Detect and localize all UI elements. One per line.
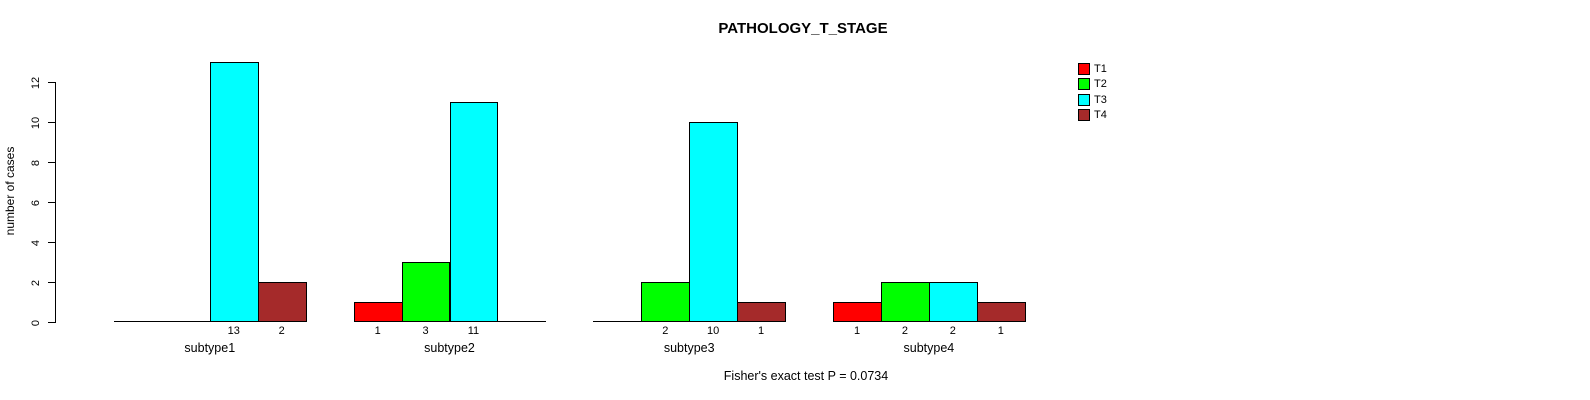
bar-value-label: 13: [227, 325, 240, 337]
y-axis-tick: [48, 122, 55, 123]
bar-subtype3-T3: [689, 122, 739, 322]
y-axis-tick-label: 12: [30, 76, 42, 89]
bar-value-label: 2: [278, 325, 285, 337]
y-axis-tick-label: 8: [30, 159, 42, 166]
y-axis-tick-label: 6: [30, 199, 42, 206]
bar-value-label: 10: [707, 325, 720, 337]
x-category-label-subtype1: subtype1: [184, 341, 236, 355]
bar-subtype4-T1: [833, 302, 882, 322]
x-category-label-subtype3: subtype3: [663, 341, 715, 355]
legend-swatch-T4: [1078, 108, 1090, 121]
legend-item-T2: T2: [1078, 78, 1138, 91]
y-axis-line: [55, 82, 56, 323]
bar-value-label: 2: [901, 325, 908, 337]
bar-subtype2-T2: [401, 262, 451, 322]
bar-subtype1-T3: [209, 62, 259, 322]
x-category-label-subtype2: subtype2: [424, 341, 475, 355]
bar-value-label: 2: [662, 325, 669, 337]
legend-item-label: T2: [1094, 78, 1107, 91]
bar-subtype3-T2: [641, 282, 691, 322]
legend-swatch-T3: [1078, 93, 1090, 106]
legend-swatch-T2: [1078, 78, 1090, 91]
y-axis-tick: [48, 202, 55, 203]
bar-value-label: 2: [949, 325, 956, 337]
bar-subtype2-T1: [353, 302, 403, 322]
bar-value-label: 1: [757, 325, 765, 337]
legend-item-T4: T4: [1078, 108, 1138, 122]
bar-subtype3-T4: [737, 302, 786, 322]
bar-value-label: 1: [374, 325, 381, 337]
bar-value-label: 3: [422, 325, 429, 337]
legend-item-T1: T1: [1078, 63, 1138, 76]
y-axis-tick-label: 4: [30, 239, 42, 246]
fisher-test-annotation: Fisher's exact test P = 0.0734: [723, 369, 889, 383]
y-axis-tick: [48, 322, 55, 323]
bar-value-label: 1: [853, 325, 861, 337]
chart-title: PATHOLOGY_T_STAGE: [718, 20, 888, 37]
bar-subtype2-T3: [449, 102, 499, 322]
bar-subtype1-T4: [257, 282, 307, 322]
bar-subtype4-T4: [976, 302, 1026, 322]
y-axis-tick-label: 2: [30, 279, 42, 286]
y-axis-tick-label: 10: [30, 116, 42, 129]
x-category-label-subtype4: subtype4: [903, 341, 955, 355]
legend-item-label: T3: [1094, 93, 1107, 106]
legend-swatch-T1: [1078, 63, 1090, 75]
bar-value-label: 11: [467, 325, 480, 337]
bar-subtype4-T3: [928, 282, 978, 322]
legend-item-T3: T3: [1078, 93, 1138, 107]
y-axis-label: number of cases: [3, 146, 17, 236]
y-axis-tick: [48, 282, 55, 283]
bar-value-label: 1: [997, 325, 1004, 337]
legend-item-label: T4: [1094, 108, 1107, 121]
y-axis-tick-label: 0: [30, 319, 42, 326]
y-axis-tick: [48, 162, 55, 163]
y-axis-tick: [48, 82, 55, 83]
bar-subtype4-T2: [881, 282, 930, 322]
y-axis-tick: [48, 242, 55, 243]
legend-item-label: T1: [1094, 63, 1107, 75]
